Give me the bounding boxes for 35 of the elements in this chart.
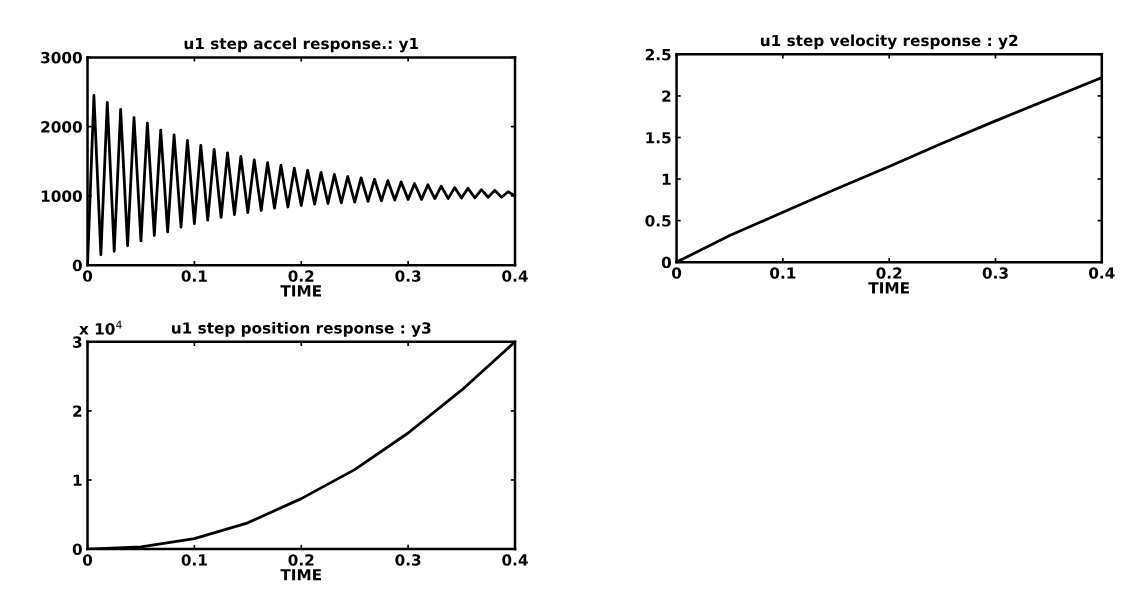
chart-title: u1 step accel response.: y1 [184, 37, 419, 53]
x-tick-label: 0.1 [181, 554, 207, 566]
x-tick-label: 0.1 [770, 267, 796, 279]
y-tick-label: 3 [73, 336, 82, 348]
y-tick-label: 3000 [41, 51, 82, 64]
x-tick-label: 0 [82, 554, 93, 566]
chart-title: u1 step position response : y3 [171, 321, 431, 337]
y-tick-label: 1.5 [646, 132, 671, 144]
y-tick-label: 0 [72, 543, 82, 556]
x-tick-label: 0.2 [876, 267, 902, 279]
y-tick-label: 0 [661, 256, 671, 269]
y-tick-label: 1 [662, 173, 671, 185]
x-tick-label: 0 [82, 270, 93, 282]
y-tick-label: 2 [662, 90, 671, 102]
x-axis-title: TIME [280, 285, 322, 297]
y-tick-label: 2.5 [645, 48, 671, 61]
chart-title: u1 step velocity response : y2 [760, 34, 1018, 50]
x-tick-label: 0.1 [181, 270, 207, 282]
x-tick-label: 0 [671, 267, 682, 279]
x-tick-label: 0.3 [982, 267, 1008, 279]
x-tick-label: 0.4 [502, 270, 528, 282]
x-tick-label: 0.2 [288, 554, 314, 566]
y-tick-label: 0.5 [645, 215, 671, 227]
y-tick-label: 1000 [41, 190, 82, 202]
x-axis-title: TIME [280, 569, 322, 581]
x-tick-label: 0.2 [288, 270, 314, 282]
y-tick-label: 1 [73, 474, 82, 486]
y-tick-label: 2000 [41, 121, 82, 133]
x-tick-label: 0.4 [1089, 267, 1115, 279]
x-tick-label: 0.3 [395, 554, 421, 566]
y-tick-label: 2 [73, 405, 82, 417]
x-tick-label: 0.4 [502, 554, 528, 566]
x-axis-title: TIME [868, 282, 909, 294]
x-tick-label: 0.3 [395, 270, 421, 282]
text: x 10$^{4}$ [79, 320, 122, 335]
